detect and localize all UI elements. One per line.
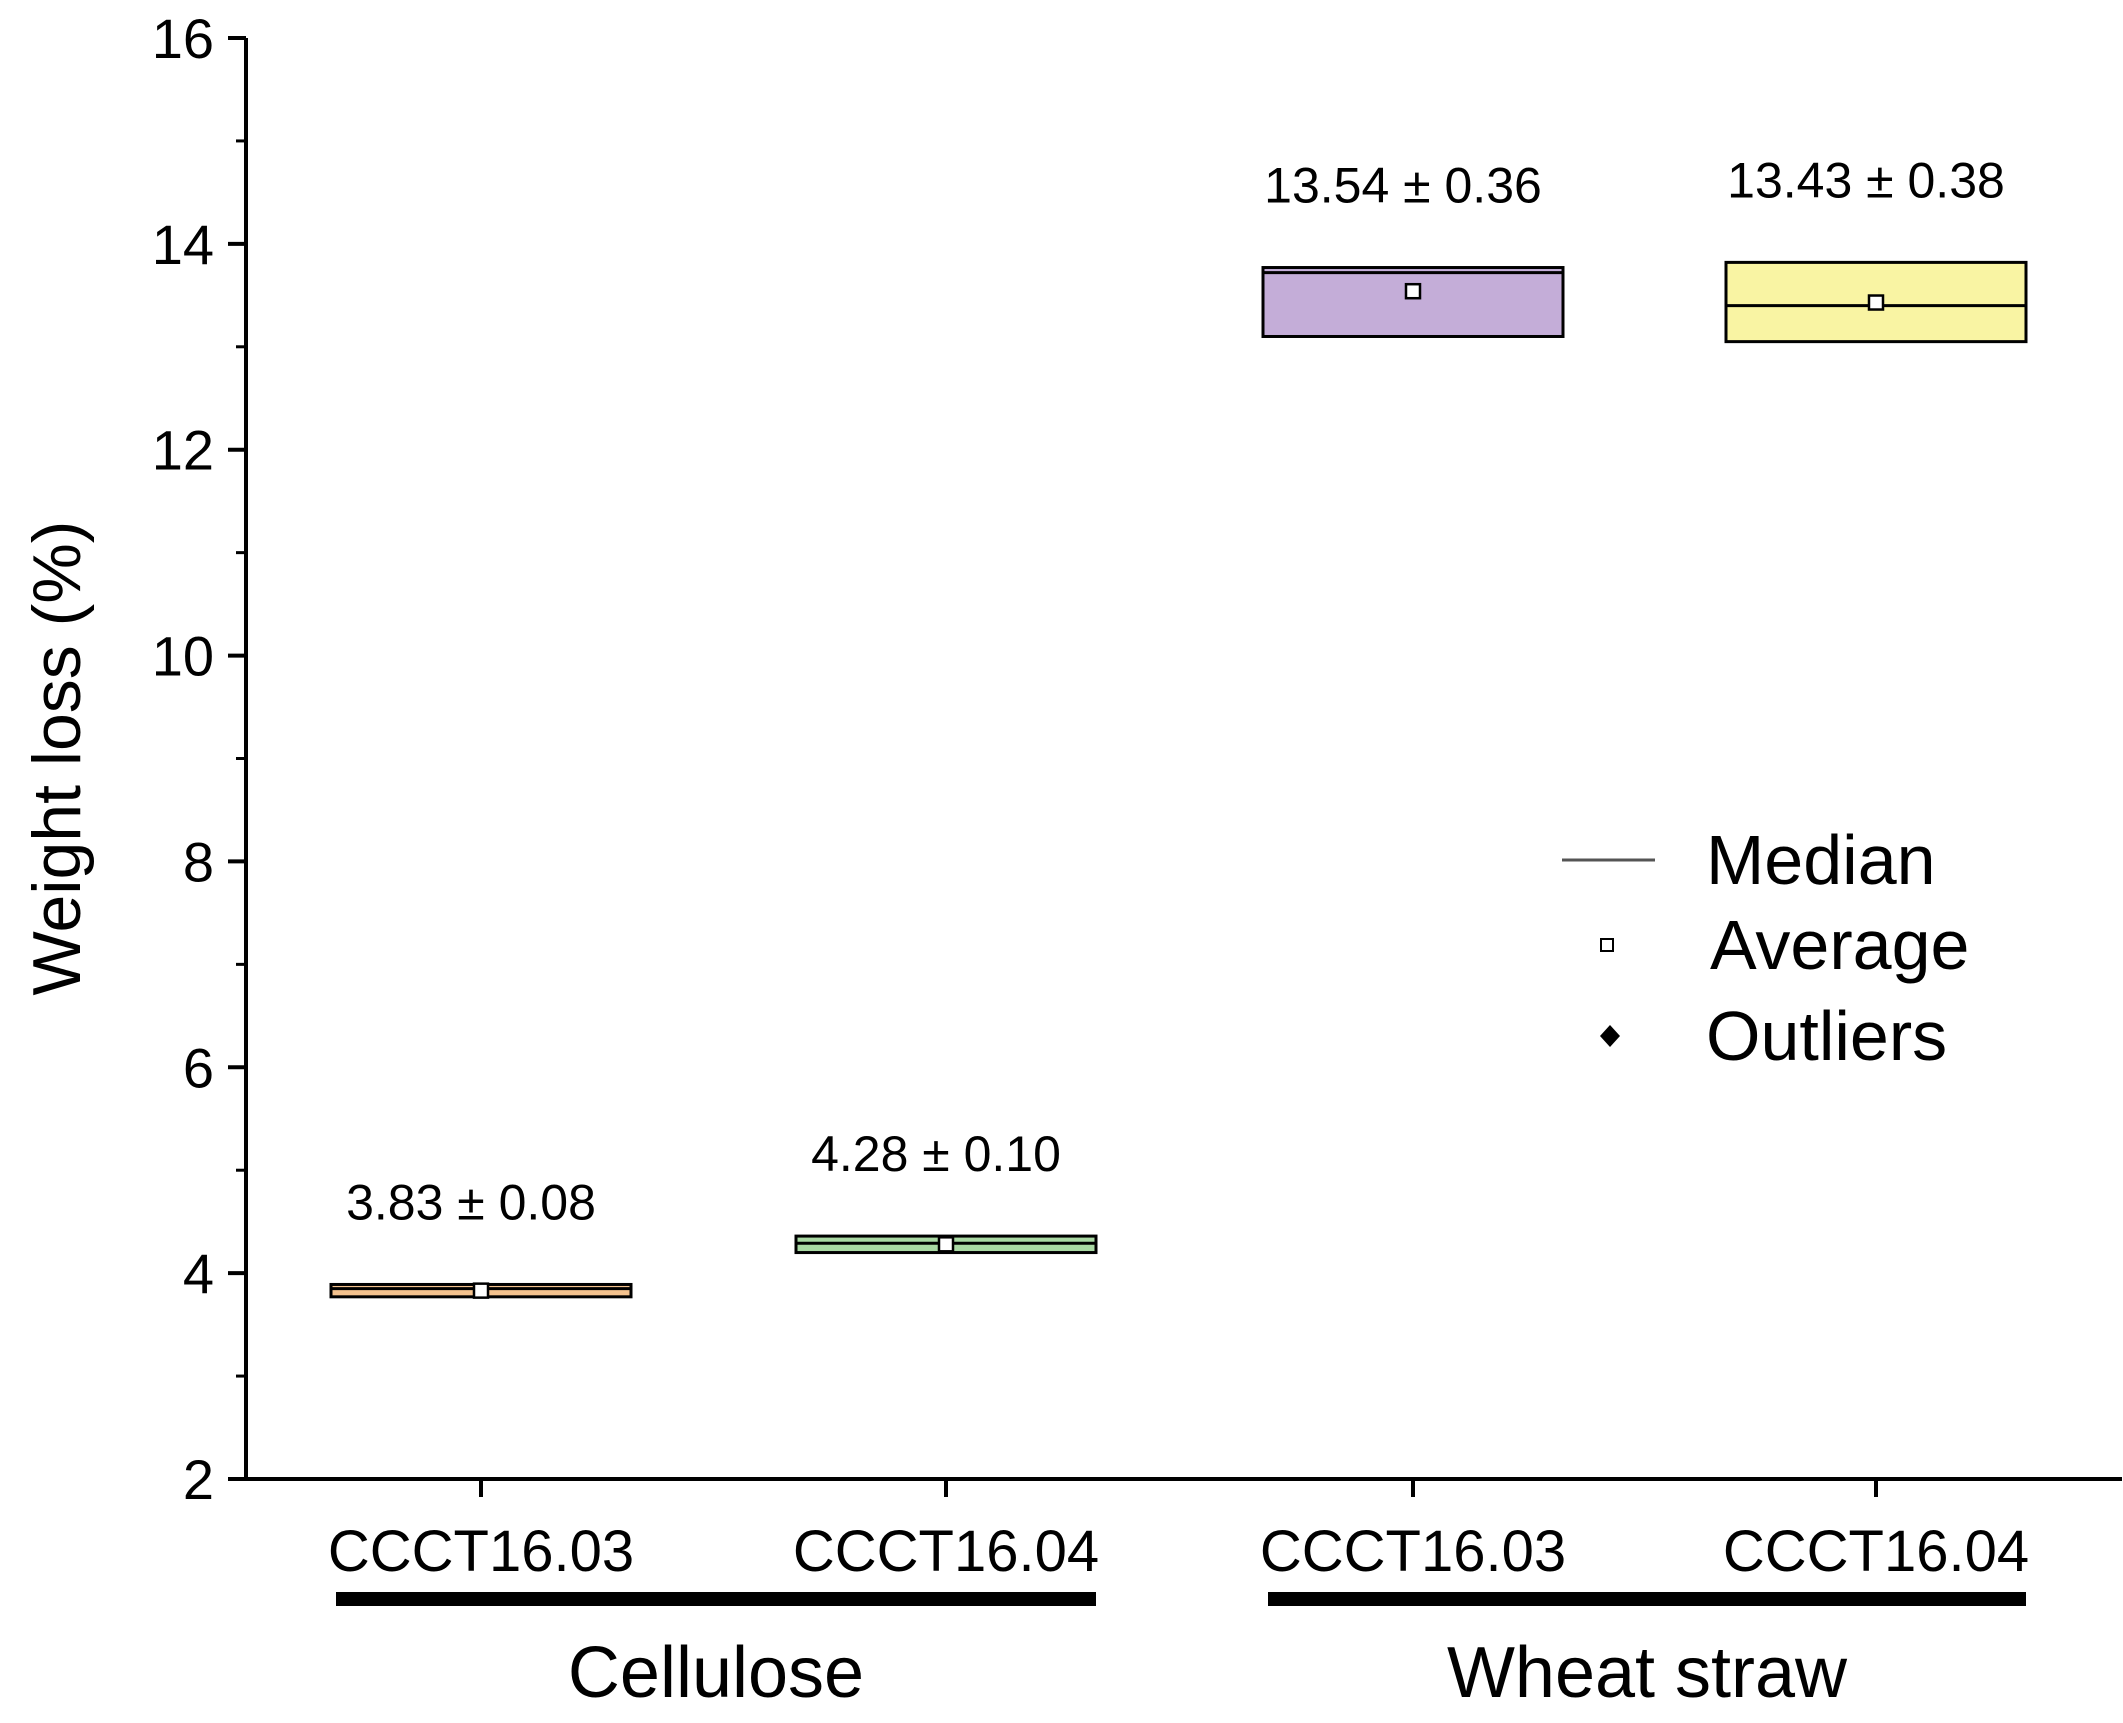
- legend-average-label: Average: [1710, 906, 1969, 984]
- box-1: 4.28 ± 0.10: [794, 1126, 1098, 1255]
- box-annotation: 13.54 ± 0.36: [1264, 158, 1542, 214]
- y-tick-label: 4: [183, 1242, 214, 1305]
- y-tick-label: 8: [183, 830, 214, 893]
- box-2: 13.54 ± 0.36: [1261, 158, 1565, 338]
- legend: Median Average Outliers: [1562, 821, 1969, 1075]
- group-label: Wheat straw: [1447, 1633, 1848, 1713]
- group-bar: [1268, 1592, 2026, 1606]
- legend-average-symbol: [1600, 938, 1614, 952]
- mean-marker: [472, 1282, 490, 1299]
- box-annotation: 3.83 ± 0.08: [346, 1174, 596, 1230]
- group-label: Cellulose: [568, 1633, 864, 1713]
- y-tick-label: 6: [183, 1036, 214, 1099]
- y-tick-label: 2: [183, 1448, 214, 1511]
- mean-marker: [937, 1236, 955, 1253]
- box-body: [1261, 266, 1565, 338]
- box-annotation: 13.43 ± 0.38: [1727, 152, 2005, 208]
- y-axis-title: Weight loss (%): [19, 521, 95, 996]
- y-ticks: 2 4 6 8 10 12 14 16: [152, 7, 246, 1511]
- boxes: 3.83 ± 0.08 4.28 ± 0.10 13.54 ± 0.36 13.43 …: [329, 152, 2028, 1299]
- legend-median-label: Median: [1706, 821, 1936, 899]
- legend-outliers-label: Outliers: [1706, 997, 1947, 1075]
- x-tick-label: CCCT16.03: [1260, 1519, 1566, 1584]
- mean-marker: [1404, 282, 1422, 300]
- group-bar: [336, 1592, 1096, 1606]
- y-tick-label: 12: [152, 419, 214, 482]
- x-tick-label: CCCT16.04: [793, 1519, 1099, 1584]
- legend-outliers-symbol: [1600, 1025, 1620, 1047]
- y-tick-label: 14: [152, 213, 214, 276]
- group-brackets: Cellulose Wheat straw: [336, 1592, 2026, 1713]
- x-tick-label: CCCT16.03: [328, 1519, 634, 1584]
- x-tick-label: CCCT16.04: [1723, 1519, 2029, 1584]
- box-3: 13.43 ± 0.38: [1724, 152, 2028, 344]
- x-ticks: CCCT16.03 CCCT16.04 CCCT16.03 CCCT16.04: [328, 1479, 2029, 1584]
- y-tick-label: 16: [152, 7, 214, 70]
- y-tick-label: 10: [152, 625, 214, 688]
- box-0: 3.83 ± 0.08: [329, 1174, 633, 1299]
- box-annotation: 4.28 ± 0.10: [811, 1126, 1061, 1182]
- mean-marker: [1867, 294, 1885, 311]
